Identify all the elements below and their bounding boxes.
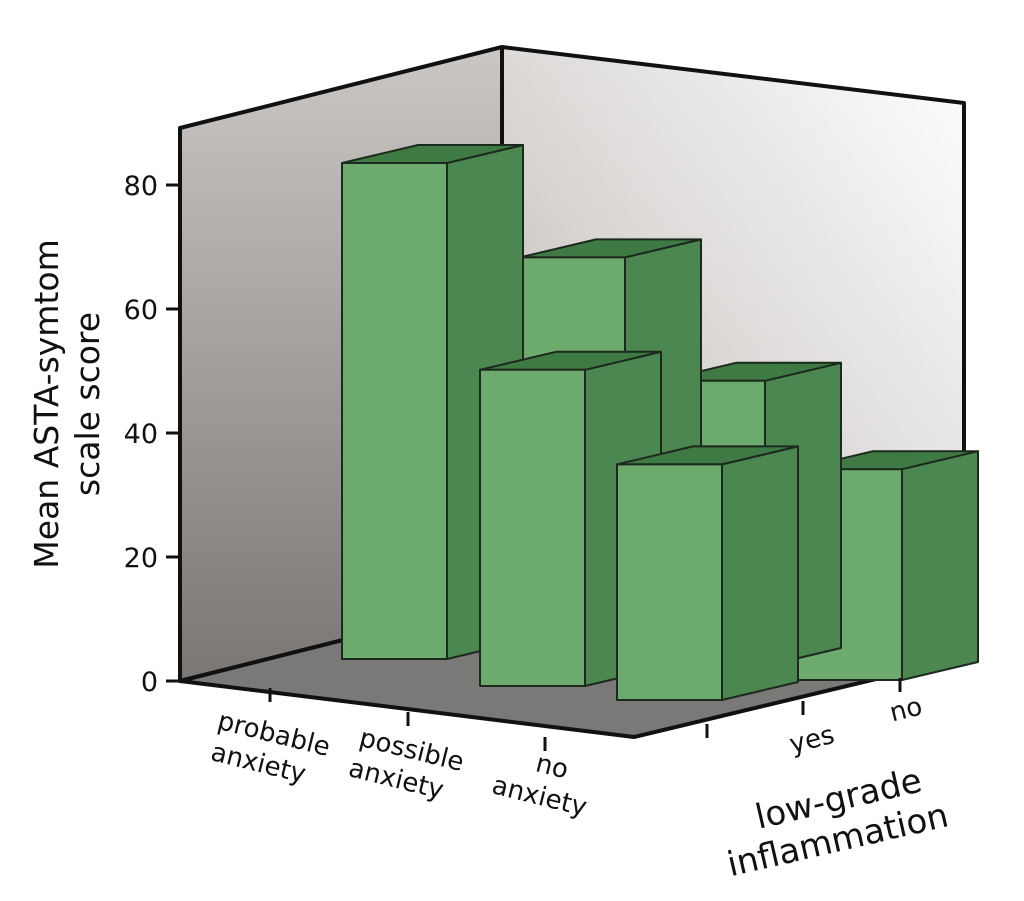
y-tick-label: 60 <box>124 295 158 326</box>
y-tick-label: 80 <box>124 171 158 202</box>
y-tick-label: 40 <box>124 419 158 450</box>
x-tick-label-no-anxiety-line-1: no <box>533 748 572 785</box>
y-tick-label: 0 <box>141 667 158 698</box>
x-axis-ticks <box>268 688 547 751</box>
bar-face <box>616 463 723 701</box>
bar-face <box>341 162 448 660</box>
y-axis-title-line-2-text: scale score <box>68 312 107 496</box>
y-tick-label: 20 <box>124 543 158 574</box>
bars <box>341 144 979 701</box>
bar-face <box>479 368 586 687</box>
depth-tick-label-no: no <box>887 692 926 729</box>
depth-tick-label-yes: yes <box>787 720 838 760</box>
y-axis-title-line-1-text: Mean ASTA-symtom <box>27 239 66 568</box>
bar-face <box>901 450 979 681</box>
depth-axis-ticks <box>705 678 902 738</box>
bar-yes-inflammation-2 <box>616 445 799 701</box>
y-axis: 0 20 40 60 80 <box>124 171 180 698</box>
bar-face <box>721 445 799 701</box>
